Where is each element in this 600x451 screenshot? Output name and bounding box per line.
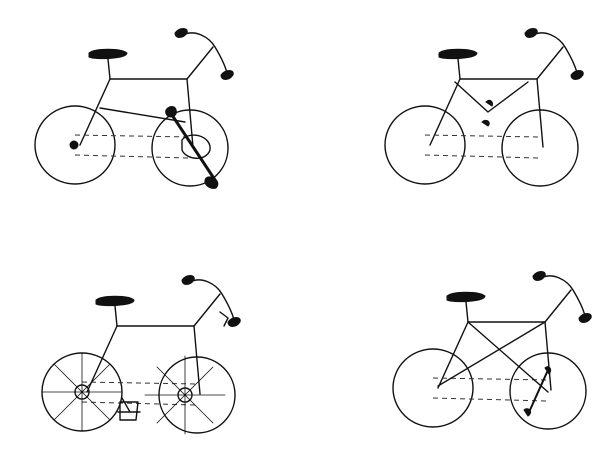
bicycle-sketch (392, 270, 592, 430)
cross-tube (437, 321, 549, 393)
hub (69, 140, 79, 150)
pedal (204, 176, 219, 189)
pedal (481, 99, 493, 127)
chainring (181, 134, 211, 159)
bicycle-spokes (41, 311, 229, 435)
bell (219, 311, 229, 327)
pedal (523, 366, 552, 417)
chain-stay (99, 107, 186, 123)
bicycle-sketch (384, 27, 584, 187)
crank-arm (529, 369, 549, 411)
spokes (41, 352, 226, 435)
crank-arm (170, 113, 217, 182)
hub (177, 387, 193, 403)
pedal (165, 106, 177, 118)
pedal (117, 397, 141, 421)
hub (74, 384, 90, 400)
bicycle-frame-extra (454, 81, 529, 127)
bicycle-drivetrain (69, 106, 219, 189)
bicycle-frame-extra (437, 321, 552, 417)
bicycle-sketch (41, 274, 241, 434)
frame-tube (454, 81, 529, 113)
